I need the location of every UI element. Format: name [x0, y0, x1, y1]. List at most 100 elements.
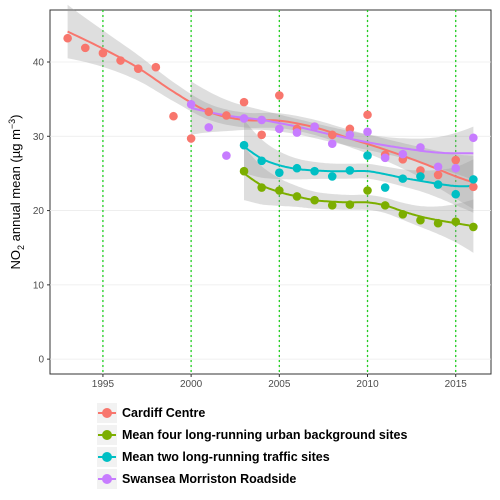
swansea-morriston-roadside-point [222, 151, 231, 160]
y-tick-label: 30 [33, 132, 45, 143]
mean-two-long-running-traffic-sites-point [469, 175, 478, 184]
cardiff-centre-point [257, 130, 266, 140]
cardiff-centre-point [239, 97, 249, 107]
mean-four-long-running-urban-background-sites-point [416, 215, 425, 225]
cardiff-centre-point [451, 155, 461, 165]
mean-two-long-running-traffic-sites-point [416, 172, 425, 181]
mean-two-long-running-traffic-sites-point [310, 166, 319, 176]
legend-item-cardiff-centre: Cardiff Centre [97, 402, 457, 424]
mean-four-long-running-urban-background-sites-point [451, 217, 461, 227]
legend: Cardiff Centre Mean four long-running urb… [97, 402, 457, 490]
y-axis: 0 10 20 30 40 [33, 58, 50, 366]
mean-two-long-running-traffic-sites-point [451, 189, 461, 199]
legend-key-cardiff-centre [97, 403, 117, 423]
mean-two-long-running-traffic-sites-point [398, 174, 408, 183]
legend-item-mean-four-long-running-urban-background-sites: Mean four long-running urban background … [97, 424, 457, 446]
cardiff-centre-point [469, 182, 478, 192]
mean-four-long-running-urban-background-sites-point [345, 200, 355, 209]
swansea-morriston-roadside-point [292, 128, 302, 137]
swansea-morriston-roadside-point [380, 153, 390, 163]
mean-four-long-running-urban-background-sites-point [469, 222, 478, 232]
legend-dot-swatch [102, 474, 112, 484]
mean-four-long-running-urban-background-sites-point [257, 183, 266, 192]
y-tick-label: 0 [38, 355, 44, 366]
data-points [63, 33, 478, 232]
swansea-morriston-roadside-point [275, 124, 284, 134]
mean-two-long-running-traffic-sites-point [433, 180, 443, 189]
cardiff-centre-point [186, 134, 196, 143]
mean-four-long-running-urban-background-sites-point [239, 166, 249, 176]
mean-four-long-running-urban-background-sites-point [310, 195, 319, 205]
swansea-morriston-roadside-point [398, 149, 408, 159]
legend-label: Cardiff Centre [122, 406, 206, 420]
x-tick-label: 2015 [445, 379, 468, 390]
swansea-morriston-roadside-point [204, 123, 214, 132]
cardiff-centre-point [151, 62, 161, 72]
cardiff-centre-point [80, 43, 90, 53]
mean-two-long-running-traffic-sites-point [380, 183, 390, 192]
mean-four-long-running-urban-background-sites-point [275, 186, 284, 195]
cardiff-centre-point [116, 56, 125, 65]
x-axis: 1995 2000 2005 2010 2015 [92, 374, 467, 390]
cardiff-centre-point [275, 91, 284, 100]
plot-panel [49, 9, 492, 375]
swansea-morriston-roadside-point [327, 139, 337, 149]
mean-four-long-running-urban-background-sites-point [433, 218, 443, 228]
cardiff-centre-point [433, 170, 443, 180]
mean-two-long-running-traffic-sites-confidence-band [244, 119, 474, 213]
mean-four-long-running-urban-background-sites-point [327, 201, 337, 210]
x-tick-label: 2010 [356, 379, 379, 390]
mean-two-long-running-traffic-sites-point [239, 140, 249, 150]
mean-two-long-running-traffic-sites-point [275, 168, 284, 177]
mean-two-long-running-traffic-sites-point [327, 172, 337, 181]
cardiff-centre-point [416, 166, 425, 175]
swansea-morriston-roadside-point [310, 122, 319, 131]
swansea-morriston-roadside-point [469, 133, 478, 143]
y-tick-label: 40 [33, 58, 45, 69]
mean-four-long-running-urban-background-sites-point [363, 186, 372, 195]
cardiff-centre-point [363, 110, 372, 120]
cardiff-centre-point [204, 107, 214, 117]
y-axis-title: NO2 annual mean (µg m−3) [7, 114, 26, 269]
y-tick-label: 20 [33, 206, 45, 217]
mean-four-long-running-urban-background-sites-confidence-band [244, 146, 474, 253]
cardiff-centre-point [222, 111, 231, 120]
swansea-morriston-roadside-point [416, 143, 425, 152]
legend-dot-swatch [102, 452, 112, 462]
swansea-morriston-roadside-point [239, 114, 249, 123]
legend-dot-swatch [102, 430, 112, 440]
cardiff-centre-point [63, 33, 72, 43]
mean-two-long-running-traffic-sites-point [292, 163, 302, 173]
y-tick-label: 10 [33, 280, 45, 291]
swansea-morriston-roadside-point [451, 163, 461, 173]
x-tick-label: 2005 [268, 379, 291, 390]
cardiff-centre-point [98, 48, 108, 58]
cardiff-centre-point [169, 111, 178, 121]
swansea-morriston-roadside-point [433, 162, 443, 172]
x-tick-label: 2000 [180, 379, 203, 390]
swansea-morriston-roadside-point [257, 115, 266, 125]
legend-item-mean-two-long-running-traffic-sites: Mean two long-running traffic sites [97, 446, 457, 468]
legend-label: Mean four long-running urban background … [122, 428, 408, 442]
legend-key-mean-two-long-running-traffic-sites [97, 447, 117, 467]
mean-two-long-running-traffic-sites-point [257, 156, 266, 166]
mean-four-long-running-urban-background-sites-point [292, 192, 302, 201]
legend-label: Swansea Morriston Roadside [122, 472, 297, 486]
mean-four-long-running-urban-background-sites-point [398, 209, 408, 219]
cardiff-centre-point [133, 64, 143, 73]
cardiff-centre-point [327, 130, 337, 140]
mean-four-long-running-urban-background-sites-point [380, 201, 390, 210]
cardiff-centre-point [345, 124, 355, 134]
swansea-morriston-roadside-point [345, 130, 355, 140]
mean-two-long-running-traffic-sites-point [345, 166, 355, 175]
x-tick-label: 1995 [92, 379, 115, 390]
swansea-morriston-roadside-point [363, 127, 372, 137]
swansea-morriston-roadside-point [186, 100, 196, 109]
legend-label: Mean two long-running traffic sites [122, 450, 330, 464]
legend-key-mean-four-long-running-urban-background-sites [97, 425, 117, 445]
mean-two-long-running-traffic-sites-point [363, 151, 372, 160]
legend-item-swansea-morriston-roadside: Swansea Morriston Roadside [97, 468, 457, 490]
legend-key-swansea-morriston-roadside [97, 469, 117, 489]
legend-dot-swatch [102, 408, 112, 418]
